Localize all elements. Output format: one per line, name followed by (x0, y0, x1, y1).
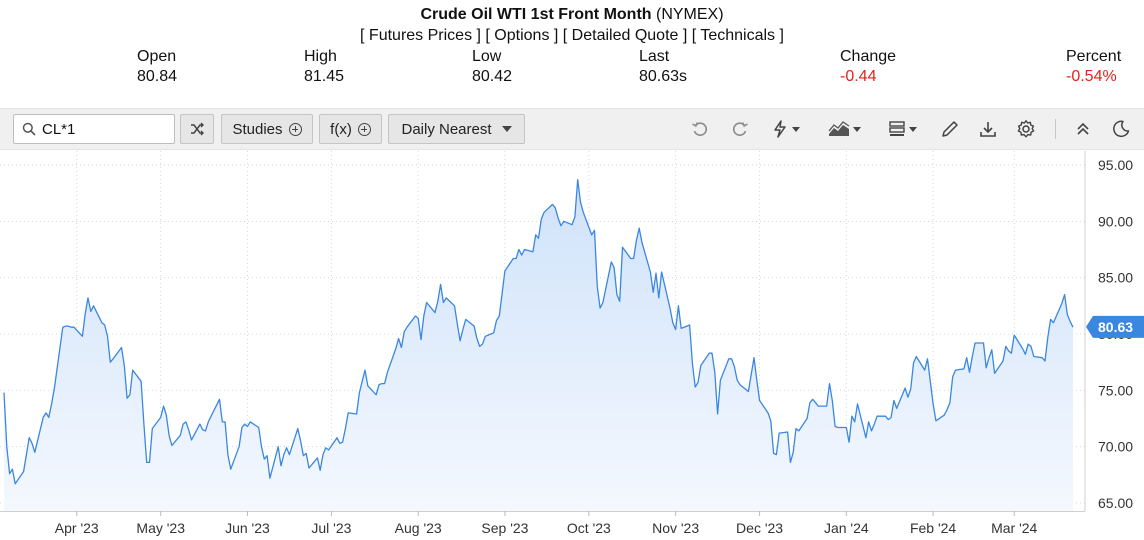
x-tick-label: Jan '24 (824, 520, 869, 536)
x-tick-label: Jul '23 (311, 520, 351, 536)
high-label: High (304, 48, 337, 65)
quote-percent: Percent -0.54% (1066, 47, 1121, 87)
collapse-icon (1077, 122, 1089, 135)
search-icon (22, 122, 36, 136)
x-tick-label: May '23 (136, 520, 185, 536)
x-tick-label: Apr '23 (55, 520, 99, 536)
symbol-search-input[interactable]: CL*1 (13, 114, 175, 144)
download-button[interactable] (975, 117, 1001, 141)
y-tick-label: 85.00 (1098, 270, 1133, 286)
last-price-label: 80.63 (1098, 319, 1133, 335)
studies-button[interactable]: Studies (221, 114, 313, 144)
last-price-badge-shape (1086, 315, 1144, 338)
dark-mode-icon (1113, 120, 1130, 138)
change-value: -0.44 (840, 68, 877, 85)
chart-title: Crude Oil WTI 1st Front Month (NYMEX) (0, 6, 1144, 24)
quote-last: Last 80.63s (639, 47, 687, 87)
chart-toolbar: CL*1 Studies f(x) Daily Nearest (0, 108, 1144, 150)
pencil-icon (942, 121, 958, 137)
x-tick-label: Sep '23 (481, 520, 528, 536)
change-label: Change (840, 48, 897, 65)
exchange-name: (NYMEX) (651, 6, 724, 23)
x-tick-label: Jun '23 (225, 520, 270, 536)
x-axis-ticks: Apr '23 May '23 Jun '23 Jul '23 Aug '23 Sep '… (55, 511, 1038, 536)
settings-button[interactable] (1013, 117, 1039, 141)
undo-button[interactable] (687, 117, 713, 141)
high-value: 81.45 (304, 68, 345, 85)
y-tick-label: 75.00 (1098, 382, 1133, 398)
quote-low: Low 80.42 (472, 47, 512, 87)
undo-icon (692, 122, 707, 136)
quote-high: High 81.45 (304, 47, 344, 87)
x-tick-label: Mar '24 (991, 520, 1037, 536)
quote-links: [ Futures Prices ] [ Options ] [ Detaile… (0, 27, 1144, 45)
options-link[interactable]: [ Options ] (485, 27, 559, 44)
compare-button[interactable] (180, 114, 214, 144)
quote-open: Open 80.84 (137, 47, 177, 87)
technicals-link[interactable]: [ Technicals ] (691, 27, 784, 44)
last-value: 80.63s (639, 68, 688, 85)
futures-prices-link[interactable]: [ Futures Prices ] (360, 27, 481, 44)
chevron-down-icon (791, 126, 800, 132)
percent-value: -0.54% (1066, 68, 1117, 85)
x-tick-label: Nov '23 (652, 520, 699, 536)
toolbar-divider (1055, 119, 1056, 139)
last-price-badge: 80.63 (1086, 315, 1144, 338)
collapse-button[interactable] (1070, 117, 1096, 141)
detailed-quote-link[interactable]: [ Detailed Quote ] (562, 27, 688, 44)
add-circle-icon (357, 122, 371, 136)
events-dropdown[interactable] (765, 117, 805, 141)
last-label: Last (639, 48, 670, 65)
x-tick-label: Aug '23 (395, 520, 442, 536)
add-circle-icon (288, 122, 302, 136)
studies-label: Studies (232, 120, 283, 138)
percent-label: Percent (1066, 48, 1122, 65)
gear-icon (1017, 120, 1035, 138)
x-tick-label: Oct '23 (567, 520, 611, 536)
chevron-down-icon (501, 126, 512, 132)
fx-label: f(x) (330, 120, 352, 138)
period-dropdown[interactable]: Daily Nearest (388, 114, 525, 144)
chart-type-icon (828, 121, 849, 136)
x-tick-label: Feb '24 (910, 520, 956, 536)
period-label: Daily Nearest (401, 120, 492, 138)
instrument-name: Crude Oil WTI 1st Front Month (420, 6, 652, 23)
y-tick-label: 65.00 (1098, 495, 1133, 511)
low-value: 80.42 (472, 68, 513, 85)
price-line (3, 178, 1074, 485)
symbol-value: CL*1 (42, 120, 76, 138)
template-icon (888, 121, 905, 136)
chart-type-dropdown[interactable] (824, 117, 864, 141)
template-dropdown[interactable] (882, 117, 922, 141)
y-tick-label: 70.00 (1098, 439, 1133, 455)
y-tick-label: 90.00 (1098, 213, 1133, 229)
x-tick-label: Dec '23 (736, 520, 783, 536)
chevron-down-icon (852, 126, 861, 132)
quote-change: Change -0.44 (840, 47, 896, 87)
y-tick-label: 95.00 (1098, 157, 1133, 173)
dark-mode-button[interactable] (1108, 117, 1134, 141)
redo-icon (733, 122, 748, 136)
lightning-icon (773, 120, 786, 138)
open-label: Open (137, 48, 177, 65)
redo-button[interactable] (727, 117, 753, 141)
shuffle-icon (191, 122, 204, 136)
chevron-down-icon (908, 126, 917, 132)
low-label: Low (472, 48, 502, 65)
price-area (4, 179, 1073, 511)
fx-button[interactable]: f(x) (319, 114, 382, 144)
open-value: 80.84 (137, 68, 178, 85)
draw-button[interactable] (937, 117, 963, 141)
download-icon (980, 122, 996, 137)
quote-summary: Open 80.84 High 81.45 Low 80.42 Last 80.… (0, 47, 1144, 89)
